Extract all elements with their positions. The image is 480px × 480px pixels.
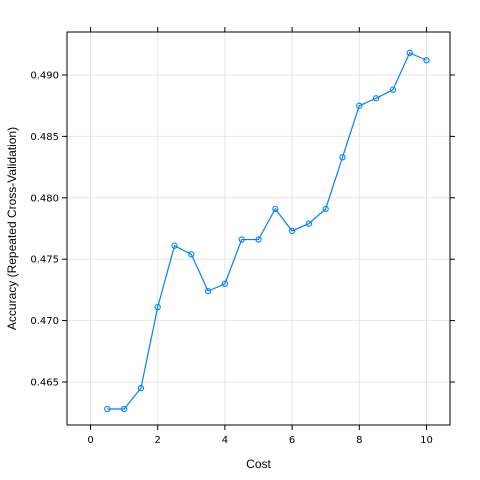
y-tick-label: 0.465 bbox=[30, 378, 59, 389]
plot-frame bbox=[66, 31, 451, 426]
y-tick-label: 0.490 bbox=[30, 70, 59, 81]
data-point bbox=[356, 102, 363, 109]
data-point bbox=[188, 251, 195, 258]
data-point bbox=[339, 154, 346, 161]
x-tick-label: 4 bbox=[222, 435, 228, 446]
data-point bbox=[154, 303, 161, 311]
x-axis-label: Cost bbox=[246, 457, 271, 471]
data-point bbox=[288, 227, 296, 235]
series-layer bbox=[104, 49, 430, 413]
y-tick-label: 0.470 bbox=[30, 316, 59, 327]
data-point bbox=[255, 236, 262, 243]
data-point bbox=[238, 236, 245, 243]
data-point bbox=[406, 49, 413, 57]
tick-layer: 0 2 4 6 8 10 0.465 0.470 0.475 0.480 0.485 0.490 bbox=[30, 27, 455, 446]
x-tick-label: 2 bbox=[155, 435, 161, 446]
x-tick-label: 0 bbox=[87, 435, 93, 446]
data-point bbox=[204, 287, 212, 295]
data-point bbox=[120, 405, 128, 413]
y-axis-label: Accuracy (Repeated Cross-Validation) bbox=[5, 127, 19, 330]
data-point bbox=[322, 205, 329, 212]
data-point bbox=[372, 95, 380, 102]
x-tick-label: 8 bbox=[356, 435, 362, 446]
y-tick-label: 0.480 bbox=[30, 193, 59, 204]
series-line bbox=[107, 52, 427, 410]
x-tick-label: 6 bbox=[289, 435, 295, 446]
y-tick-label: 0.475 bbox=[30, 255, 59, 266]
data-point bbox=[389, 86, 397, 93]
data-point bbox=[272, 205, 279, 212]
data-point bbox=[221, 280, 229, 287]
y-tick-label: 0.485 bbox=[30, 132, 59, 143]
data-point bbox=[137, 385, 145, 392]
data-point bbox=[305, 220, 313, 227]
x-tick-label: 10 bbox=[420, 435, 433, 446]
data-point bbox=[171, 242, 178, 249]
data-point bbox=[423, 57, 430, 64]
grid-layer bbox=[67, 32, 450, 425]
data-point bbox=[104, 405, 111, 413]
